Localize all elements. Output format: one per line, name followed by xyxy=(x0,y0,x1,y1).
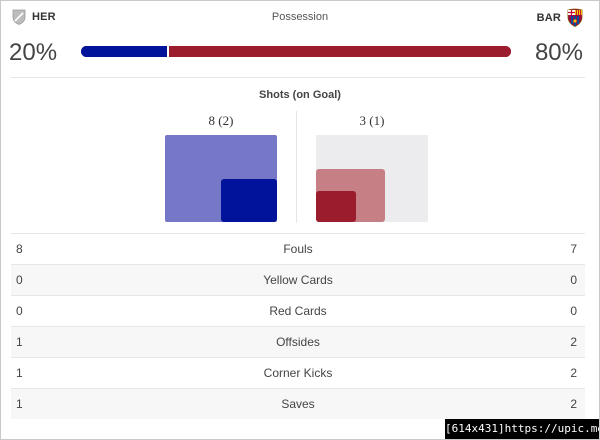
possession-bar xyxy=(81,46,511,57)
home-team-abbr: HER xyxy=(32,11,56,23)
away-possession-fill xyxy=(167,46,511,57)
stat-label: Offsides xyxy=(276,335,320,349)
stat-row: 1 Saves 2 xyxy=(11,388,585,419)
home-team[interactable]: HER xyxy=(11,9,56,25)
home-possession-pct: 20% xyxy=(9,39,58,66)
away-shots-on-goal xyxy=(316,191,356,222)
away-team-abbr: BAR xyxy=(536,11,561,24)
stat-row: 1 Corner Kicks 2 xyxy=(11,357,585,388)
possession-title: Possession xyxy=(271,11,329,23)
section-divider xyxy=(11,77,585,78)
home-shots-box xyxy=(165,135,277,222)
stat-away-value: 7 xyxy=(570,242,577,256)
away-team[interactable]: BAR xyxy=(537,8,584,27)
stat-away-value: 2 xyxy=(570,397,577,411)
stats-table: 8 Fouls 7 0 Yellow Cards 0 0 Red Cards 0 1 Offside… xyxy=(11,233,585,419)
stat-label: Red Cards xyxy=(269,304,327,318)
stat-label: Yellow Cards xyxy=(263,273,333,287)
away-shots-box xyxy=(316,135,428,222)
home-shots-label: 8 (2) xyxy=(208,113,234,128)
shield-crest-icon xyxy=(12,9,26,25)
stat-home-value: 0 xyxy=(16,273,23,287)
possession-header: HER Possession BAR xyxy=(1,1,599,35)
shots-separator xyxy=(296,111,297,223)
stat-away-value: 0 xyxy=(570,273,577,287)
away-shots-label: 3 (1) xyxy=(359,113,385,128)
home-shots-on-goal xyxy=(221,178,277,222)
stat-home-value: 1 xyxy=(16,366,23,380)
stat-row: 8 Fouls 7 xyxy=(11,233,585,264)
stat-home-value: 0 xyxy=(16,304,23,318)
shots-title: Shots (on Goal) xyxy=(259,89,341,101)
stat-label: Fouls xyxy=(283,242,313,256)
stat-label: Saves xyxy=(281,397,315,411)
stat-away-value: 2 xyxy=(570,366,577,380)
stat-home-value: 1 xyxy=(16,335,23,349)
home-possession-fill xyxy=(81,46,167,57)
watermark: [614x431]https://upic.me/ xyxy=(445,419,599,439)
stat-row: 0 Red Cards 0 xyxy=(11,295,585,326)
stat-row: 0 Yellow Cards 0 xyxy=(11,264,585,295)
away-possession-pct: 80% xyxy=(534,39,583,66)
stat-home-value: 8 xyxy=(16,242,23,256)
stat-home-value: 1 xyxy=(16,397,23,411)
stat-row: 1 Offsides 2 xyxy=(11,326,585,357)
stat-label: Corner Kicks xyxy=(263,366,333,380)
stat-away-value: 0 xyxy=(570,304,577,318)
stat-away-value: 2 xyxy=(570,335,577,349)
barcelona-crest-icon xyxy=(567,8,583,27)
